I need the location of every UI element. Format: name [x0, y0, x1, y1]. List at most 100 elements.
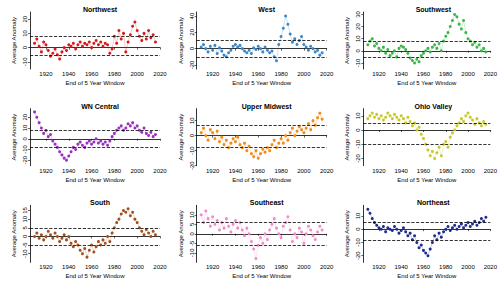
svg-text:Average Anomaly: Average Anomaly	[178, 114, 184, 161]
svg-text:1980: 1980	[439, 264, 453, 270]
svg-text:0: 0	[22, 136, 28, 140]
svg-text:0: 0	[189, 232, 195, 236]
svg-text:1940: 1940	[395, 168, 409, 174]
svg-text:End of 5 Year Window: End of 5 Year Window	[65, 273, 125, 279]
svg-text:Average Anomaly: Average Anomaly	[178, 210, 184, 257]
svg-text:30: 30	[355, 10, 361, 17]
svg-text:10: 10	[189, 117, 195, 124]
svg-text:10: 10	[189, 211, 195, 218]
svg-text:1940: 1940	[229, 71, 243, 77]
svg-text:2020: 2020	[320, 264, 334, 270]
svg-text:Average Anomaly: Average Anomaly	[178, 17, 184, 64]
svg-text:End of 5 Year Window: End of 5 Year Window	[397, 80, 457, 86]
svg-text:0: 0	[22, 234, 28, 238]
svg-text:20: 20	[189, 28, 195, 35]
svg-text:2000: 2000	[297, 264, 311, 270]
svg-text:End of 5 Year Window: End of 5 Year Window	[65, 80, 125, 86]
svg-text:-5: -5	[189, 240, 195, 246]
svg-text:-10: -10	[355, 139, 361, 148]
svg-text:1960: 1960	[417, 71, 431, 77]
svg-text:-10: -10	[22, 145, 28, 154]
svg-text:5: 5	[22, 225, 28, 229]
svg-text:-20: -20	[355, 251, 361, 260]
svg-text:1960: 1960	[85, 71, 99, 77]
svg-text:1980: 1980	[439, 71, 453, 77]
svg-text:1920: 1920	[39, 264, 53, 270]
svg-text:1960: 1960	[417, 264, 431, 270]
svg-text:1980: 1980	[274, 264, 288, 270]
svg-text:2000: 2000	[297, 71, 311, 77]
svg-text:1940: 1940	[395, 264, 409, 270]
svg-text:1920: 1920	[372, 264, 386, 270]
svg-text:End of 5 Year Window: End of 5 Year Window	[65, 177, 125, 183]
svg-text:2020: 2020	[153, 264, 167, 270]
svg-text:15: 15	[22, 207, 28, 214]
svg-text:1920: 1920	[372, 71, 386, 77]
svg-text:0: 0	[189, 46, 195, 50]
svg-text:-20: -20	[189, 161, 195, 170]
svg-text:Southeast: Southeast	[250, 199, 285, 206]
svg-text:Average Anomaly: Average Anomaly	[11, 210, 17, 257]
svg-text:10: 10	[22, 215, 28, 222]
svg-text:1960: 1960	[85, 264, 99, 270]
svg-text:20: 20	[355, 23, 361, 30]
svg-text:10: 10	[22, 124, 28, 131]
svg-text:End of 5 Year Window: End of 5 Year Window	[397, 177, 457, 183]
svg-text:1920: 1920	[39, 71, 53, 77]
svg-text:1960: 1960	[252, 168, 266, 174]
svg-text:2020: 2020	[484, 168, 498, 174]
svg-text:1920: 1920	[206, 264, 220, 270]
svg-text:-5: -5	[22, 242, 28, 248]
svg-text:1940: 1940	[62, 168, 76, 174]
svg-text:1980: 1980	[108, 264, 122, 270]
svg-text:0: 0	[355, 227, 361, 231]
svg-text:1940: 1940	[395, 71, 409, 77]
svg-text:Ohio Valley: Ohio Valley	[414, 103, 452, 111]
svg-text:0: 0	[22, 45, 28, 49]
svg-text:-20: -20	[355, 154, 361, 163]
svg-text:1920: 1920	[39, 168, 53, 174]
svg-text:Southwest: Southwest	[416, 6, 452, 13]
svg-text:1920: 1920	[206, 71, 220, 77]
svg-text:End of 5 Year Window: End of 5 Year Window	[232, 80, 292, 86]
svg-text:2000: 2000	[461, 264, 475, 270]
svg-text:-10: -10	[355, 58, 361, 67]
svg-text:WN Central: WN Central	[81, 103, 119, 110]
svg-text:2000: 2000	[131, 168, 145, 174]
svg-text:2020: 2020	[320, 168, 334, 174]
svg-text:1980: 1980	[274, 168, 288, 174]
svg-text:0: 0	[355, 48, 361, 52]
svg-text:Northeast: Northeast	[417, 199, 450, 206]
svg-text:2020: 2020	[153, 168, 167, 174]
svg-text:Upper Midwest: Upper Midwest	[242, 103, 292, 111]
svg-text:1920: 1920	[206, 168, 220, 174]
svg-text:2020: 2020	[484, 264, 498, 270]
svg-text:End of 5 Year Window: End of 5 Year Window	[232, 177, 292, 183]
svg-text:20: 20	[22, 113, 28, 120]
svg-text:0: 0	[355, 128, 361, 132]
svg-text:0: 0	[189, 133, 195, 137]
svg-text:1960: 1960	[85, 168, 99, 174]
svg-text:2020: 2020	[320, 71, 334, 77]
svg-text:10: 10	[355, 35, 361, 42]
svg-text:10: 10	[355, 112, 361, 119]
svg-text:-20: -20	[189, 60, 195, 69]
svg-text:2000: 2000	[131, 71, 145, 77]
svg-text:10: 10	[355, 212, 361, 219]
svg-text:1940: 1940	[229, 264, 243, 270]
svg-text:Northwest: Northwest	[83, 6, 118, 13]
svg-text:West: West	[258, 6, 275, 13]
svg-text:2000: 2000	[461, 71, 475, 77]
svg-text:-10: -10	[355, 237, 361, 246]
svg-text:1940: 1940	[62, 71, 76, 77]
svg-text:2000: 2000	[131, 264, 145, 270]
svg-text:1940: 1940	[62, 264, 76, 270]
svg-text:2000: 2000	[297, 168, 311, 174]
svg-text:2000: 2000	[461, 168, 475, 174]
svg-text:10: 10	[22, 29, 28, 36]
svg-text:Average Anomaly: Average Anomaly	[11, 17, 17, 64]
svg-text:-10: -10	[22, 249, 28, 258]
svg-text:-20: -20	[22, 155, 28, 164]
svg-text:Average Anomaly: Average Anomaly	[344, 210, 350, 257]
svg-text:2020: 2020	[153, 71, 167, 77]
